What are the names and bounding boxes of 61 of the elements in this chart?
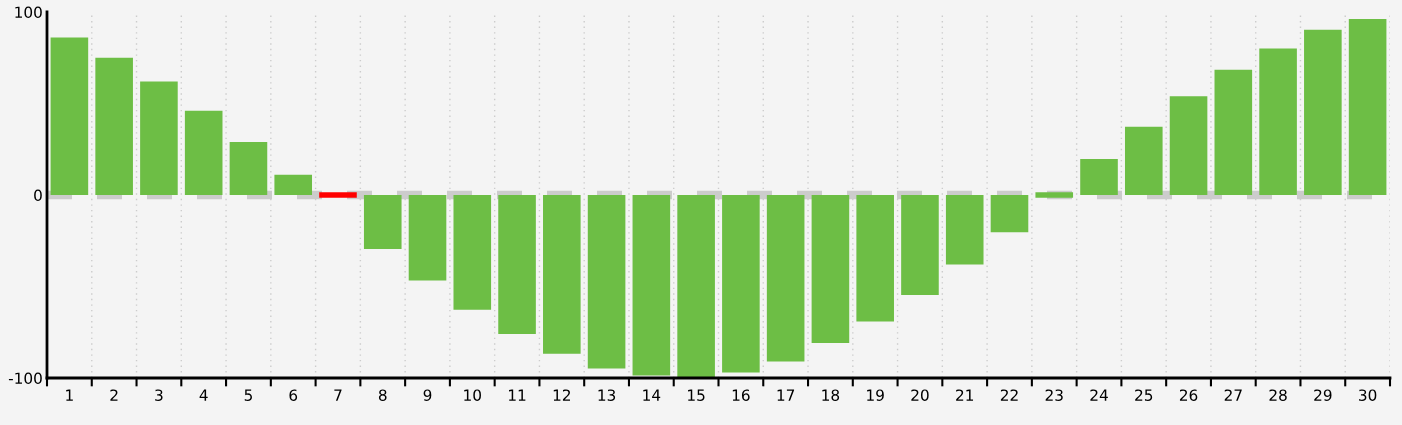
- bar: [811, 195, 850, 344]
- bar: [722, 195, 760, 373]
- bar: [453, 195, 492, 310]
- x-tick-label: 29: [1314, 389, 1332, 401]
- x-tick-label: 5: [244, 389, 252, 401]
- bar: [1304, 29, 1342, 195]
- x-tick-label: 11: [509, 389, 526, 401]
- x-tick-label: 20: [911, 389, 929, 401]
- bar: [1080, 158, 1118, 195]
- x-tick-label: 28: [1269, 389, 1287, 401]
- bar: [363, 195, 402, 249]
- bar: [140, 81, 178, 195]
- x-tick-label: 30: [1359, 389, 1377, 401]
- x-tick-label: 8: [378, 389, 387, 401]
- x-tick-label: 21: [956, 389, 974, 401]
- y-tick-label: -100: [8, 372, 42, 385]
- x-tick-label: 25: [1135, 389, 1153, 401]
- x-tick-label: 18: [822, 389, 840, 401]
- bar: [1214, 69, 1253, 195]
- bar: [95, 57, 133, 195]
- bar: [50, 37, 89, 195]
- x-tick-label: 23: [1045, 389, 1063, 401]
- bar: [184, 110, 223, 195]
- x-tick-label: 9: [423, 389, 432, 401]
- y-tick-label: 0: [34, 189, 42, 202]
- bar: [990, 195, 1029, 233]
- x-tick-label: 24: [1090, 389, 1108, 401]
- x-tick-label: 7: [334, 389, 342, 401]
- x-tick-label: 17: [777, 389, 795, 401]
- x-tick-label: 10: [464, 389, 481, 401]
- x-tick-label: 12: [553, 389, 571, 401]
- bar: [901, 195, 939, 296]
- bar: [498, 195, 536, 335]
- bar: [1124, 126, 1163, 195]
- x-tick-label: 4: [199, 389, 208, 401]
- x-tick-label: 13: [598, 389, 616, 401]
- bar: [1348, 18, 1387, 195]
- bar: [543, 195, 581, 354]
- x-tick-label: 19: [867, 389, 884, 401]
- bar: [945, 195, 984, 265]
- bar: [274, 174, 313, 195]
- bar: [856, 195, 894, 322]
- x-tick-label: 6: [289, 389, 298, 401]
- x-tick-label: 3: [155, 389, 163, 401]
- bar: [1169, 96, 1208, 195]
- x-tick-label: 27: [1224, 389, 1242, 401]
- bar: [677, 195, 715, 378]
- y-tick-label: 100: [15, 6, 42, 19]
- bar: [587, 195, 626, 369]
- x-tick-label: 15: [688, 389, 705, 401]
- x-tick-label: 22: [1000, 389, 1018, 401]
- bar: [1259, 48, 1297, 195]
- x-tick-label: 16: [732, 389, 750, 401]
- bar: [766, 195, 805, 362]
- x-tick-label: 1: [66, 389, 73, 401]
- bar: [408, 195, 447, 281]
- x-tick-label: 14: [643, 389, 661, 401]
- bar: [229, 141, 268, 195]
- x-tick-label: 26: [1179, 389, 1198, 401]
- bar: [632, 195, 671, 376]
- x-tick-label: 2: [110, 389, 118, 401]
